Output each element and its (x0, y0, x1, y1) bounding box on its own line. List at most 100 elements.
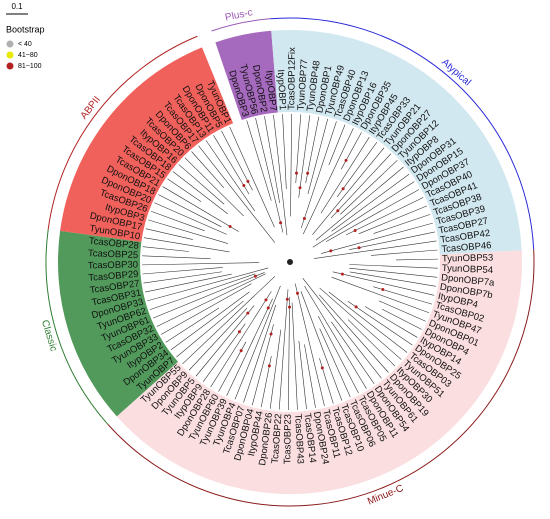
branch (328, 124, 346, 166)
leaf-label: TyunOBP77 (296, 59, 311, 111)
leaf-label: TcasOBP28 (88, 236, 139, 252)
leaf-label: TcasOBP30 (88, 259, 138, 271)
clade-arc (45, 229, 109, 425)
bootstrap-dot (246, 179, 250, 183)
clade-sector (215, 30, 278, 120)
bootstrap-dot (267, 364, 271, 368)
legend-dot (6, 40, 14, 48)
branch (319, 358, 334, 404)
leaf-labels: DponOBP3TyunOBP56DponOBP2ItypOBP7ItypOBP… (88, 47, 496, 466)
bootstrap-dot (344, 158, 348, 162)
leaf-label: ItypOBP7 (263, 70, 278, 112)
bootstrap-dot (287, 305, 291, 309)
leaf-label: TcasOBP12Fix (286, 47, 298, 110)
bootstrap-dot (253, 274, 257, 278)
leaf-label: TcasOBP29 (88, 269, 139, 284)
branch (326, 189, 420, 242)
bootstrap-dot (239, 349, 243, 353)
branch (167, 178, 202, 202)
branch (332, 271, 435, 296)
clade-arc (270, 17, 535, 250)
branch (229, 126, 275, 228)
bootstrap-dot (294, 171, 298, 175)
bootstrap-dot (295, 291, 299, 295)
leaf-label: TyunOBP53 (442, 253, 493, 265)
branch (182, 276, 276, 365)
bootstrap-dot (279, 221, 283, 225)
legend-label: 41~80 (18, 52, 38, 59)
leaf-label: TcasOBP25 (88, 248, 139, 261)
branch (298, 115, 311, 198)
branch (142, 255, 211, 259)
branch (291, 302, 298, 410)
bootstrap-dot (306, 171, 310, 175)
branch (142, 246, 190, 252)
branch (304, 285, 367, 389)
bootstrap-dot (298, 186, 302, 190)
branch (210, 291, 272, 388)
branch (304, 344, 316, 408)
branch (145, 273, 232, 293)
legend-dot (6, 62, 14, 70)
branch (370, 249, 438, 256)
branch (264, 116, 280, 204)
branch (226, 298, 273, 396)
branches (142, 114, 438, 410)
clade-sector (57, 230, 179, 417)
root (287, 259, 293, 265)
branch (188, 307, 248, 371)
branch (300, 291, 343, 401)
branch (381, 308, 422, 330)
branch (273, 114, 288, 236)
leaf-label: TcasOBP43 (292, 414, 306, 465)
bootstrap-dot (269, 332, 273, 336)
branch (246, 120, 272, 201)
branch (143, 237, 230, 253)
clade-label: ABPII (79, 94, 103, 121)
branch (198, 145, 275, 243)
branch (142, 262, 260, 266)
branch (202, 323, 246, 382)
bootstrap-dot (264, 298, 268, 302)
branch (251, 324, 274, 406)
branch (184, 157, 244, 217)
branch (313, 240, 437, 259)
branch (165, 307, 220, 343)
branch (170, 291, 250, 351)
branch (143, 271, 223, 284)
bootstrap-dot (381, 288, 385, 292)
bootstrap-dot (246, 311, 250, 315)
branch (152, 272, 265, 319)
branch (269, 329, 282, 409)
bootstrap-dot (336, 209, 340, 213)
branch (349, 271, 437, 287)
legend-label: < 40 (18, 41, 32, 48)
bootstrap-dot (341, 187, 345, 191)
branch (298, 340, 307, 410)
branch (147, 267, 269, 302)
bootstrap-dot (340, 272, 344, 276)
branch (349, 267, 438, 278)
bootstrap-dot (237, 330, 241, 334)
branch (346, 197, 424, 236)
legend-label: 81~100 (18, 63, 42, 70)
branch (172, 171, 228, 215)
branch (318, 315, 359, 394)
branch (150, 210, 205, 232)
branch (373, 214, 431, 234)
branch (340, 132, 362, 170)
clade-arc (107, 249, 535, 507)
branch (331, 321, 375, 384)
clade-sector (60, 47, 234, 242)
branch (160, 283, 252, 335)
branch (255, 118, 284, 233)
branch (278, 289, 289, 410)
branch (191, 151, 225, 188)
branch (379, 300, 426, 322)
branch (364, 306, 418, 338)
leaf-label: TcasOBP46 (441, 240, 492, 255)
branch (282, 114, 287, 190)
bootstrap-dot (285, 297, 289, 301)
branch (321, 222, 433, 254)
